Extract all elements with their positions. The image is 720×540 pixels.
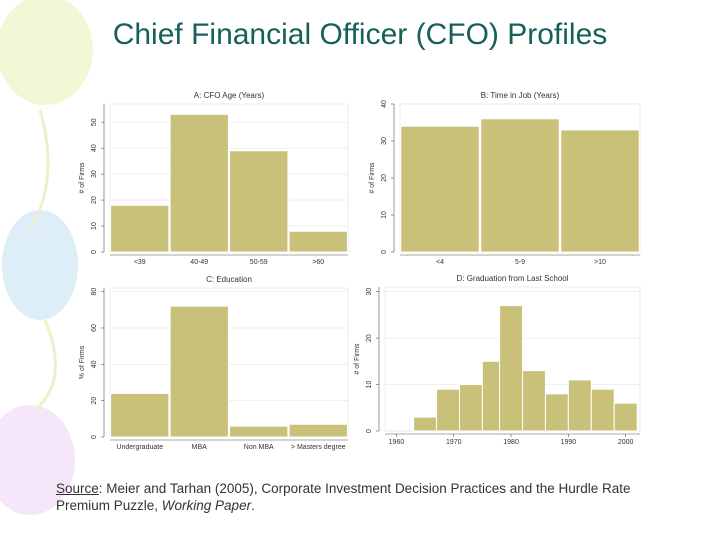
panel-title: D: Graduation from Last School — [456, 274, 568, 283]
bar — [436, 388, 460, 432]
bar — [544, 393, 569, 432]
y-axis-label: # of Firms — [79, 162, 86, 194]
bar — [229, 150, 289, 253]
slide-title: Chief Financial Officer (CFO) Profiles — [112, 18, 608, 51]
bar — [481, 360, 501, 432]
source-text: : Meier and Tarhan (2005), Corporate Inv… — [56, 481, 631, 513]
bar — [169, 113, 229, 253]
bar — [413, 416, 438, 432]
bar — [567, 379, 592, 432]
x-tick-label: 40-49 — [190, 259, 208, 266]
y-tick-label: 30 — [381, 137, 388, 145]
y-tick-label: 0 — [381, 250, 388, 254]
x-tick-label: Undergraduate — [116, 444, 163, 451]
x-tick-label: 1980 — [503, 439, 519, 446]
decoration — [0, 0, 93, 515]
bar — [110, 392, 170, 438]
bar — [560, 129, 640, 253]
panel-title: B: Time in Job (Years) — [481, 91, 560, 100]
y-tick-label: 60 — [91, 324, 98, 332]
x-tick-label: 50-59 — [250, 259, 268, 266]
y-tick-label: 20 — [366, 334, 373, 342]
bar — [400, 125, 480, 253]
panel-title: C: Education — [206, 275, 252, 284]
x-tick-label: >10 — [594, 259, 606, 266]
y-axis-label: # of Firms — [369, 162, 376, 194]
y-tick-label: 30 — [91, 170, 98, 178]
x-tick-label: <39 — [134, 259, 146, 266]
y-tick-label: 0 — [91, 435, 98, 439]
x-tick-label: Non MBA — [244, 444, 274, 451]
y-tick-label: 20 — [91, 196, 98, 204]
x-tick-label: >60 — [312, 259, 324, 266]
y-tick-label: 40 — [91, 144, 98, 152]
x-tick-label: > Masters degree — [291, 444, 346, 451]
bar — [288, 423, 348, 438]
source-label: Source — [56, 481, 99, 496]
y-tick-label: 10 — [381, 211, 388, 219]
y-tick-label: 50 — [91, 118, 98, 126]
panel-title: A: CFO Age (Years) — [194, 91, 265, 100]
bar — [613, 402, 638, 432]
source-journal: Working Paper — [161, 498, 252, 513]
bar — [590, 388, 615, 432]
bar — [499, 305, 524, 432]
source-note: Source: Meier and Tarhan (2005), Corpora… — [56, 480, 656, 514]
x-tick-label: 1990 — [561, 439, 577, 446]
source-end: . — [251, 498, 255, 513]
y-tick-label: 80 — [91, 288, 98, 296]
bar — [480, 118, 560, 253]
bar — [522, 370, 546, 432]
y-tick-label: 30 — [366, 288, 373, 296]
bar — [458, 384, 483, 432]
x-tick-label: 5-9 — [515, 259, 525, 266]
y-tick-label: 20 — [91, 397, 98, 405]
y-tick-label: 40 — [381, 100, 388, 108]
y-tick-label: 0 — [91, 250, 98, 254]
x-tick-label: 2000 — [618, 439, 634, 446]
y-tick-label: 20 — [381, 174, 388, 182]
x-tick-label: 1970 — [446, 439, 462, 446]
y-tick-label: 10 — [366, 381, 373, 389]
y-tick-label: 10 — [91, 222, 98, 230]
bar — [110, 204, 170, 253]
bar — [169, 305, 229, 438]
y-axis-label: # of Firms — [354, 343, 361, 375]
x-tick-label: 1960 — [389, 439, 405, 446]
x-tick-label: MBA — [192, 444, 208, 451]
bar — [229, 425, 289, 438]
y-axis-label: % of Firms — [79, 345, 86, 379]
bar — [288, 230, 348, 253]
y-tick-label: 40 — [91, 360, 98, 368]
y-tick-label: 0 — [366, 429, 373, 433]
x-tick-label: <4 — [436, 259, 444, 266]
